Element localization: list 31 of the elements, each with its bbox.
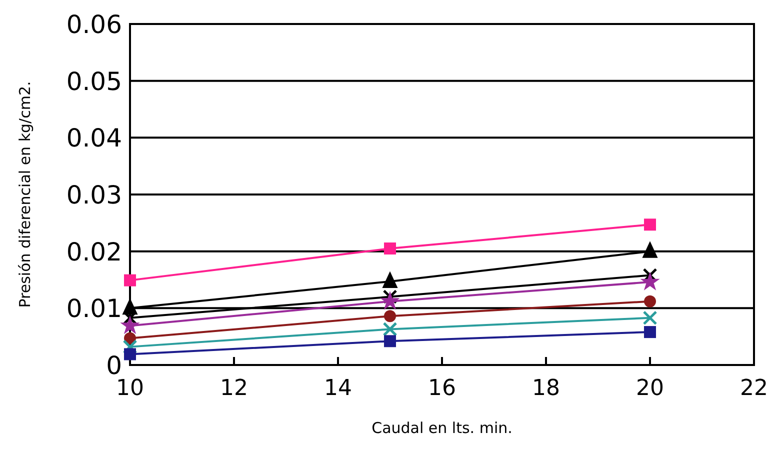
point (384, 335, 396, 348)
point (644, 218, 656, 231)
y-axis-title: Presión diferencial en kg/cm2. (16, 81, 34, 308)
point (384, 242, 396, 254)
x-tick-label: 16 (428, 376, 456, 401)
point (382, 322, 398, 336)
y-tick-label: 0.03 (66, 180, 122, 210)
point (642, 310, 658, 326)
y-tick-label: 0.05 (66, 66, 122, 96)
x-tick-label: 20 (636, 376, 664, 401)
point (124, 348, 136, 360)
point (124, 332, 136, 344)
point (120, 315, 140, 334)
point (642, 242, 658, 258)
point (124, 274, 136, 286)
point (640, 272, 660, 290)
point (382, 272, 398, 288)
y-tick-label: 0.02 (66, 237, 122, 266)
x-axis-title: Caudal en lts. min. (372, 419, 512, 437)
x-tick-label: 14 (324, 376, 352, 401)
x-tick-label: 12 (220, 376, 248, 401)
x-tick-label: 18 (532, 376, 560, 401)
y-tick-label: 0.01 (66, 294, 122, 324)
y-tick-label: 0.04 (66, 124, 122, 153)
x-tick-label: 22 (740, 376, 768, 401)
point (122, 340, 138, 354)
point (384, 310, 396, 322)
y-tick-label: 0.06 (66, 10, 122, 39)
point (644, 295, 656, 308)
point (380, 291, 400, 310)
point (644, 326, 656, 338)
